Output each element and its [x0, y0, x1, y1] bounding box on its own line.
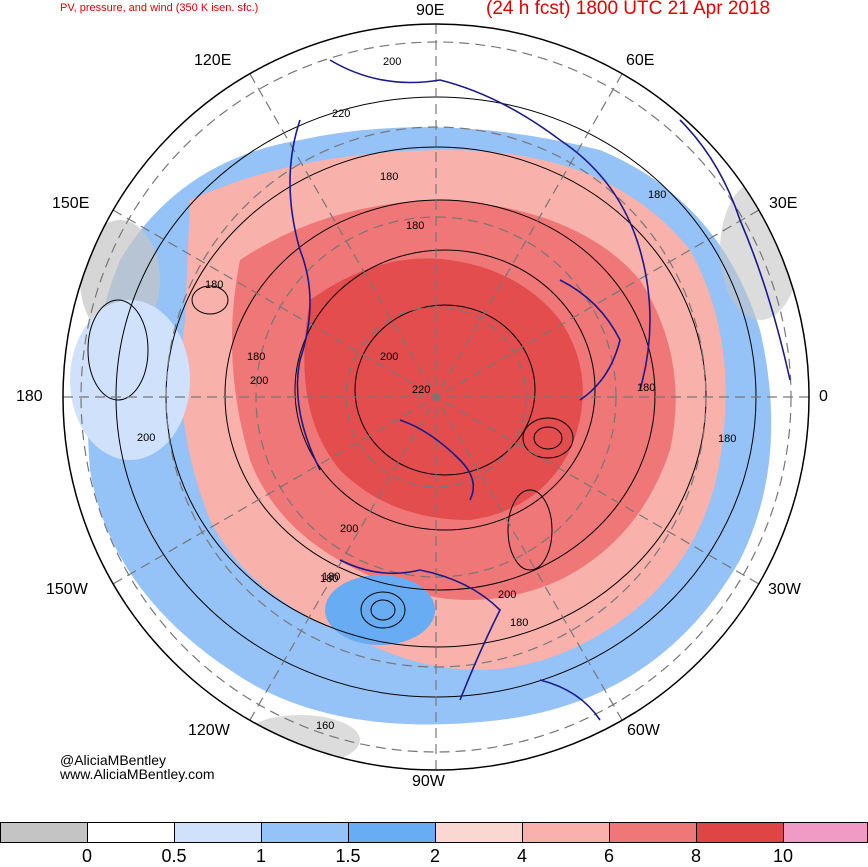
colorbar-swatch — [261, 822, 349, 843]
map-subtitle: PV, pressure, and wind (350 K isen. sfc.… — [60, 2, 259, 14]
colorbar-tick: 6 — [603, 846, 615, 866]
colorbar-tick: 0.5 — [161, 846, 187, 866]
colorbar-swatch — [174, 822, 262, 843]
colorbar-swatch — [348, 822, 436, 843]
lon-label-60w: 60W — [627, 722, 660, 739]
colorbar-swatch — [0, 822, 88, 843]
colorbar-swatch — [522, 822, 610, 843]
contour-label: 180 — [648, 189, 666, 201]
map-border — [62, 23, 810, 771]
colorbar-swatch — [609, 822, 697, 843]
coastlines — [289, 59, 791, 721]
lon-label-90w: 90W — [412, 773, 445, 790]
lon-label-30e: 30E — [769, 195, 798, 212]
contour-label: 220 — [332, 108, 350, 120]
credit-handle: @AliciaMBentley — [60, 752, 167, 768]
contour-label: 200 — [380, 351, 398, 363]
meridians — [63, 24, 809, 770]
colorbar-tick: 1 — [255, 846, 267, 866]
lon-label-150w: 150W — [46, 581, 88, 598]
colorbar-tick: 1.5 — [335, 846, 361, 866]
contour-label: 180 — [322, 571, 340, 583]
contour-label: 180 — [205, 279, 223, 291]
pv-blue-patch — [325, 575, 435, 645]
contour-label: 200 — [340, 523, 358, 535]
colorbar-tick: 4 — [516, 846, 528, 866]
colorbar-swatch — [435, 822, 523, 843]
colorbar-swatch — [696, 822, 784, 843]
lon-label-90e: 90E — [416, 2, 445, 19]
lon-label-30w: 30W — [768, 581, 801, 598]
pv-white-patch — [70, 300, 190, 460]
polar-map: 200 220 180 180 180 180 180 200 200 220 … — [62, 23, 810, 771]
contour-label: 180 — [380, 171, 398, 183]
contour-label: 200 — [383, 56, 401, 68]
lon-label-120w: 120W — [188, 722, 230, 739]
contour-label: 220 — [412, 384, 430, 396]
lon-label-150e: 150E — [52, 195, 90, 212]
contour-label: 180 — [718, 433, 736, 445]
colorbar-tick: 8 — [690, 846, 702, 866]
map-title: (24 h fcst) 1800 UTC 21 Apr 2018 — [486, 0, 771, 19]
colorbar: 0 0.5 1 1.5 2 4 6 8 10 — [0, 822, 868, 866]
contour-label: 180 — [406, 220, 424, 232]
contour-labels: 200 220 180 180 180 180 180 200 200 220 … — [137, 56, 736, 732]
contour-label: 200 — [498, 589, 516, 601]
lon-label-0: 0 — [819, 388, 828, 405]
contour-label: 180 — [510, 617, 528, 629]
colorbar-tick: 0 — [81, 846, 93, 866]
contour-label: 200 — [250, 375, 268, 387]
contour-label: 200 — [137, 432, 155, 444]
contour-label: 160 — [316, 720, 334, 732]
contour-label: 180 — [637, 382, 655, 394]
pv-core-region — [304, 258, 583, 520]
lon-label-60e: 60E — [626, 52, 655, 69]
colorbar-swatch — [87, 822, 175, 843]
colorbar-swatch — [783, 822, 868, 843]
lon-label-180: 180 — [16, 388, 43, 405]
lon-label-120e: 120E — [194, 52, 232, 69]
colorbar-tick: 2 — [429, 846, 441, 866]
pv-field — [63, 24, 809, 770]
contour-label: 180 — [320, 573, 338, 585]
colorbar-tick: 10 — [772, 846, 794, 866]
credit-site: www.AliciaMBentley.com — [60, 766, 215, 782]
contour-label: 180 — [247, 351, 265, 363]
